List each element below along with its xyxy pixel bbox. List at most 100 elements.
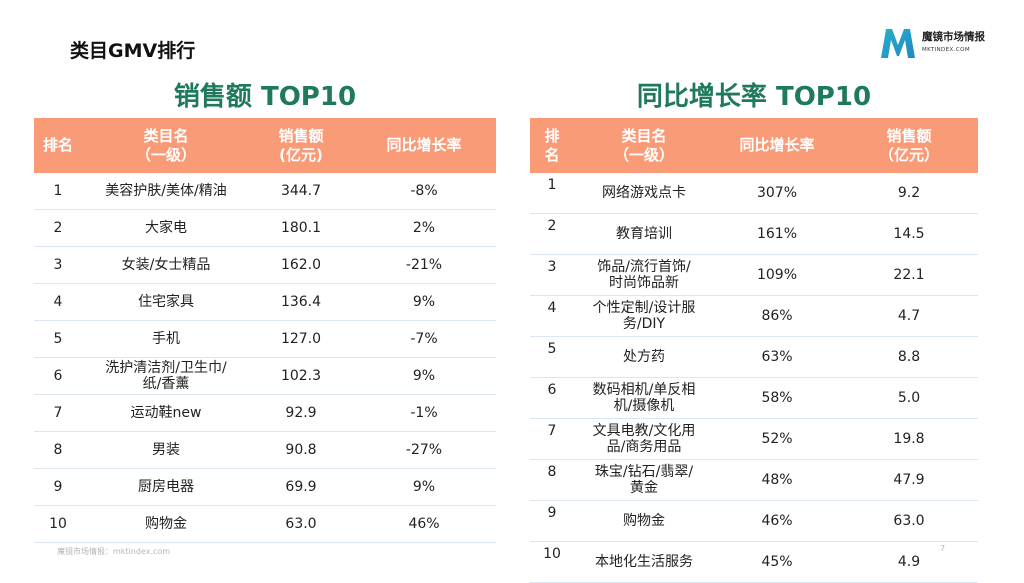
table-row: 3 女装/女士精品 162.0 -21% [34, 246, 496, 284]
table-row: 7 运动鞋new 92.9 -1% [34, 394, 496, 432]
col-header-sales: 销售额 (亿元) [250, 118, 352, 173]
cell-value: 46% [352, 505, 496, 543]
cell-value: 8.8 [840, 336, 978, 378]
cell-value: 2% [352, 209, 496, 247]
table-row: 10 本地化生活服务 45% 4.9 [530, 541, 978, 583]
cell-value: 45% [714, 541, 840, 583]
mktindex-logo-icon [881, 29, 915, 58]
cell-category: 本地化生活服务 [574, 541, 714, 583]
cell-category: 教育培训 [574, 213, 714, 255]
cell-rank: 8 [34, 431, 82, 469]
page-title: 类目GMV排行 [70, 40, 196, 62]
cell-value: 86% [714, 295, 840, 337]
col-header-category: 类目名 （一级） [574, 118, 714, 173]
cell-value: 162.0 [250, 246, 352, 284]
footer-source: 魔镜市场情报：mktindex.com [57, 547, 171, 556]
cell-category: 美容护肤/美体/精油 [82, 173, 250, 210]
sales-top10-heading: 销售额 TOP10 [173, 82, 357, 112]
cell-category: 购物金 [574, 500, 714, 542]
col-header-growth: 同比增长率 [352, 118, 496, 173]
cell-value: 92.9 [250, 394, 352, 432]
table-row: 8 珠宝/钻石/翡翠/ 黄金 48% 47.9 [530, 459, 978, 501]
cell-value: 9% [352, 468, 496, 506]
cell-category: 大家电 [82, 209, 250, 247]
cell-rank: 3 [530, 254, 574, 296]
cell-rank: 1 [530, 173, 574, 214]
cell-category: 手机 [82, 320, 250, 358]
cell-category: 购物金 [82, 505, 250, 543]
cell-rank: 8 [530, 459, 574, 501]
col-header-sales: 销售额 （亿元） [840, 118, 978, 173]
table-row: 9 购物金 46% 63.0 [530, 500, 978, 542]
cell-rank: 1 [34, 173, 82, 210]
cell-category: 处方药 [574, 336, 714, 378]
cell-value: 9% [352, 283, 496, 321]
table-row: 2 教育培训 161% 14.5 [530, 213, 978, 255]
table-row: 1 美容护肤/美体/精油 344.7 -8% [34, 173, 496, 210]
table-row: 1 网络游戏点卡 307% 9.2 [530, 173, 978, 214]
cell-value: 63.0 [840, 500, 978, 542]
cell-value: 136.4 [250, 283, 352, 321]
table-row: 10 购物金 63.0 46% [34, 505, 496, 543]
logo: 魔镜市场情报 MKTINDEX.COM [878, 26, 998, 62]
cell-value: 344.7 [250, 173, 352, 210]
col-header-rank: 排名 [34, 118, 82, 173]
table-row: 3 饰品/流行首饰/ 时尚饰品新 109% 22.1 [530, 254, 978, 296]
cell-rank: 5 [530, 336, 574, 378]
table-row: 2 大家电 180.1 2% [34, 209, 496, 247]
growth-top10-heading: 同比增长率 TOP10 [636, 82, 872, 112]
page-number: 7 [940, 544, 946, 553]
cell-value: 52% [714, 418, 840, 460]
cell-rank: 10 [34, 505, 82, 543]
cell-value: 161% [714, 213, 840, 255]
cell-value: -21% [352, 246, 496, 284]
cell-rank: 10 [530, 541, 574, 583]
cell-rank: 2 [34, 209, 82, 247]
table-header-row: 排 名 类目名 （一级） 同比增长率 销售额 （亿元） [530, 118, 978, 173]
col-header-category: 类目名 （一级） [82, 118, 250, 173]
cell-value: 46% [714, 500, 840, 542]
table-row: 9 厨房电器 69.9 9% [34, 468, 496, 506]
table-row: 5 手机 127.0 -7% [34, 320, 496, 358]
col-header-rank: 排 名 [530, 118, 574, 173]
logo-site: MKTINDEX.COM [922, 47, 970, 53]
table-header-row: 排名 类目名 （一级） 销售额 (亿元) 同比增长率 [34, 118, 496, 173]
cell-rank: 2 [530, 213, 574, 255]
cell-value: -27% [352, 431, 496, 469]
cell-value: 9.2 [840, 173, 978, 214]
cell-rank: 6 [34, 357, 82, 395]
cell-value: 127.0 [250, 320, 352, 358]
cell-rank: 6 [530, 377, 574, 419]
cell-value: 109% [714, 254, 840, 296]
table-row: 6 洗护清洁剂/卫生巾/ 纸/香薰 102.3 9% [34, 357, 496, 395]
cell-value: 48% [714, 459, 840, 501]
cell-value: 180.1 [250, 209, 352, 247]
logo-name: 魔镜市场情报 [922, 31, 985, 43]
cell-value: 63.0 [250, 505, 352, 543]
cell-value: 14.5 [840, 213, 978, 255]
cell-value: 90.8 [250, 431, 352, 469]
table-row: 4 住宅家具 136.4 9% [34, 283, 496, 321]
table-row: 4 个性定制/设计服 务/DIY 86% 4.7 [530, 295, 978, 337]
cell-value: -1% [352, 394, 496, 432]
cell-rank: 7 [34, 394, 82, 432]
cell-rank: 9 [530, 500, 574, 542]
cell-category: 男装 [82, 431, 250, 469]
cell-value: 4.9 [840, 541, 978, 583]
cell-category: 洗护清洁剂/卫生巾/ 纸/香薰 [82, 357, 250, 395]
cell-category: 饰品/流行首饰/ 时尚饰品新 [574, 254, 714, 296]
cell-value: 69.9 [250, 468, 352, 506]
cell-rank: 4 [530, 295, 574, 337]
cell-value: 47.9 [840, 459, 978, 501]
cell-value: 9% [352, 357, 496, 395]
table-row: 6 数码相机/单反相 机/摄像机 58% 5.0 [530, 377, 978, 419]
cell-value: -7% [352, 320, 496, 358]
cell-category: 运动鞋new [82, 394, 250, 432]
col-header-growth: 同比增长率 [714, 118, 840, 173]
cell-rank: 5 [34, 320, 82, 358]
cell-category: 住宅家具 [82, 283, 250, 321]
table-row: 5 处方药 63% 8.8 [530, 336, 978, 378]
growth-top10-table: 排 名 类目名 （一级） 同比增长率 销售额 （亿元） 1 网络游戏点卡 307% 9… [530, 118, 978, 583]
cell-value: 19.8 [840, 418, 978, 460]
cell-category: 数码相机/单反相 机/摄像机 [574, 377, 714, 419]
